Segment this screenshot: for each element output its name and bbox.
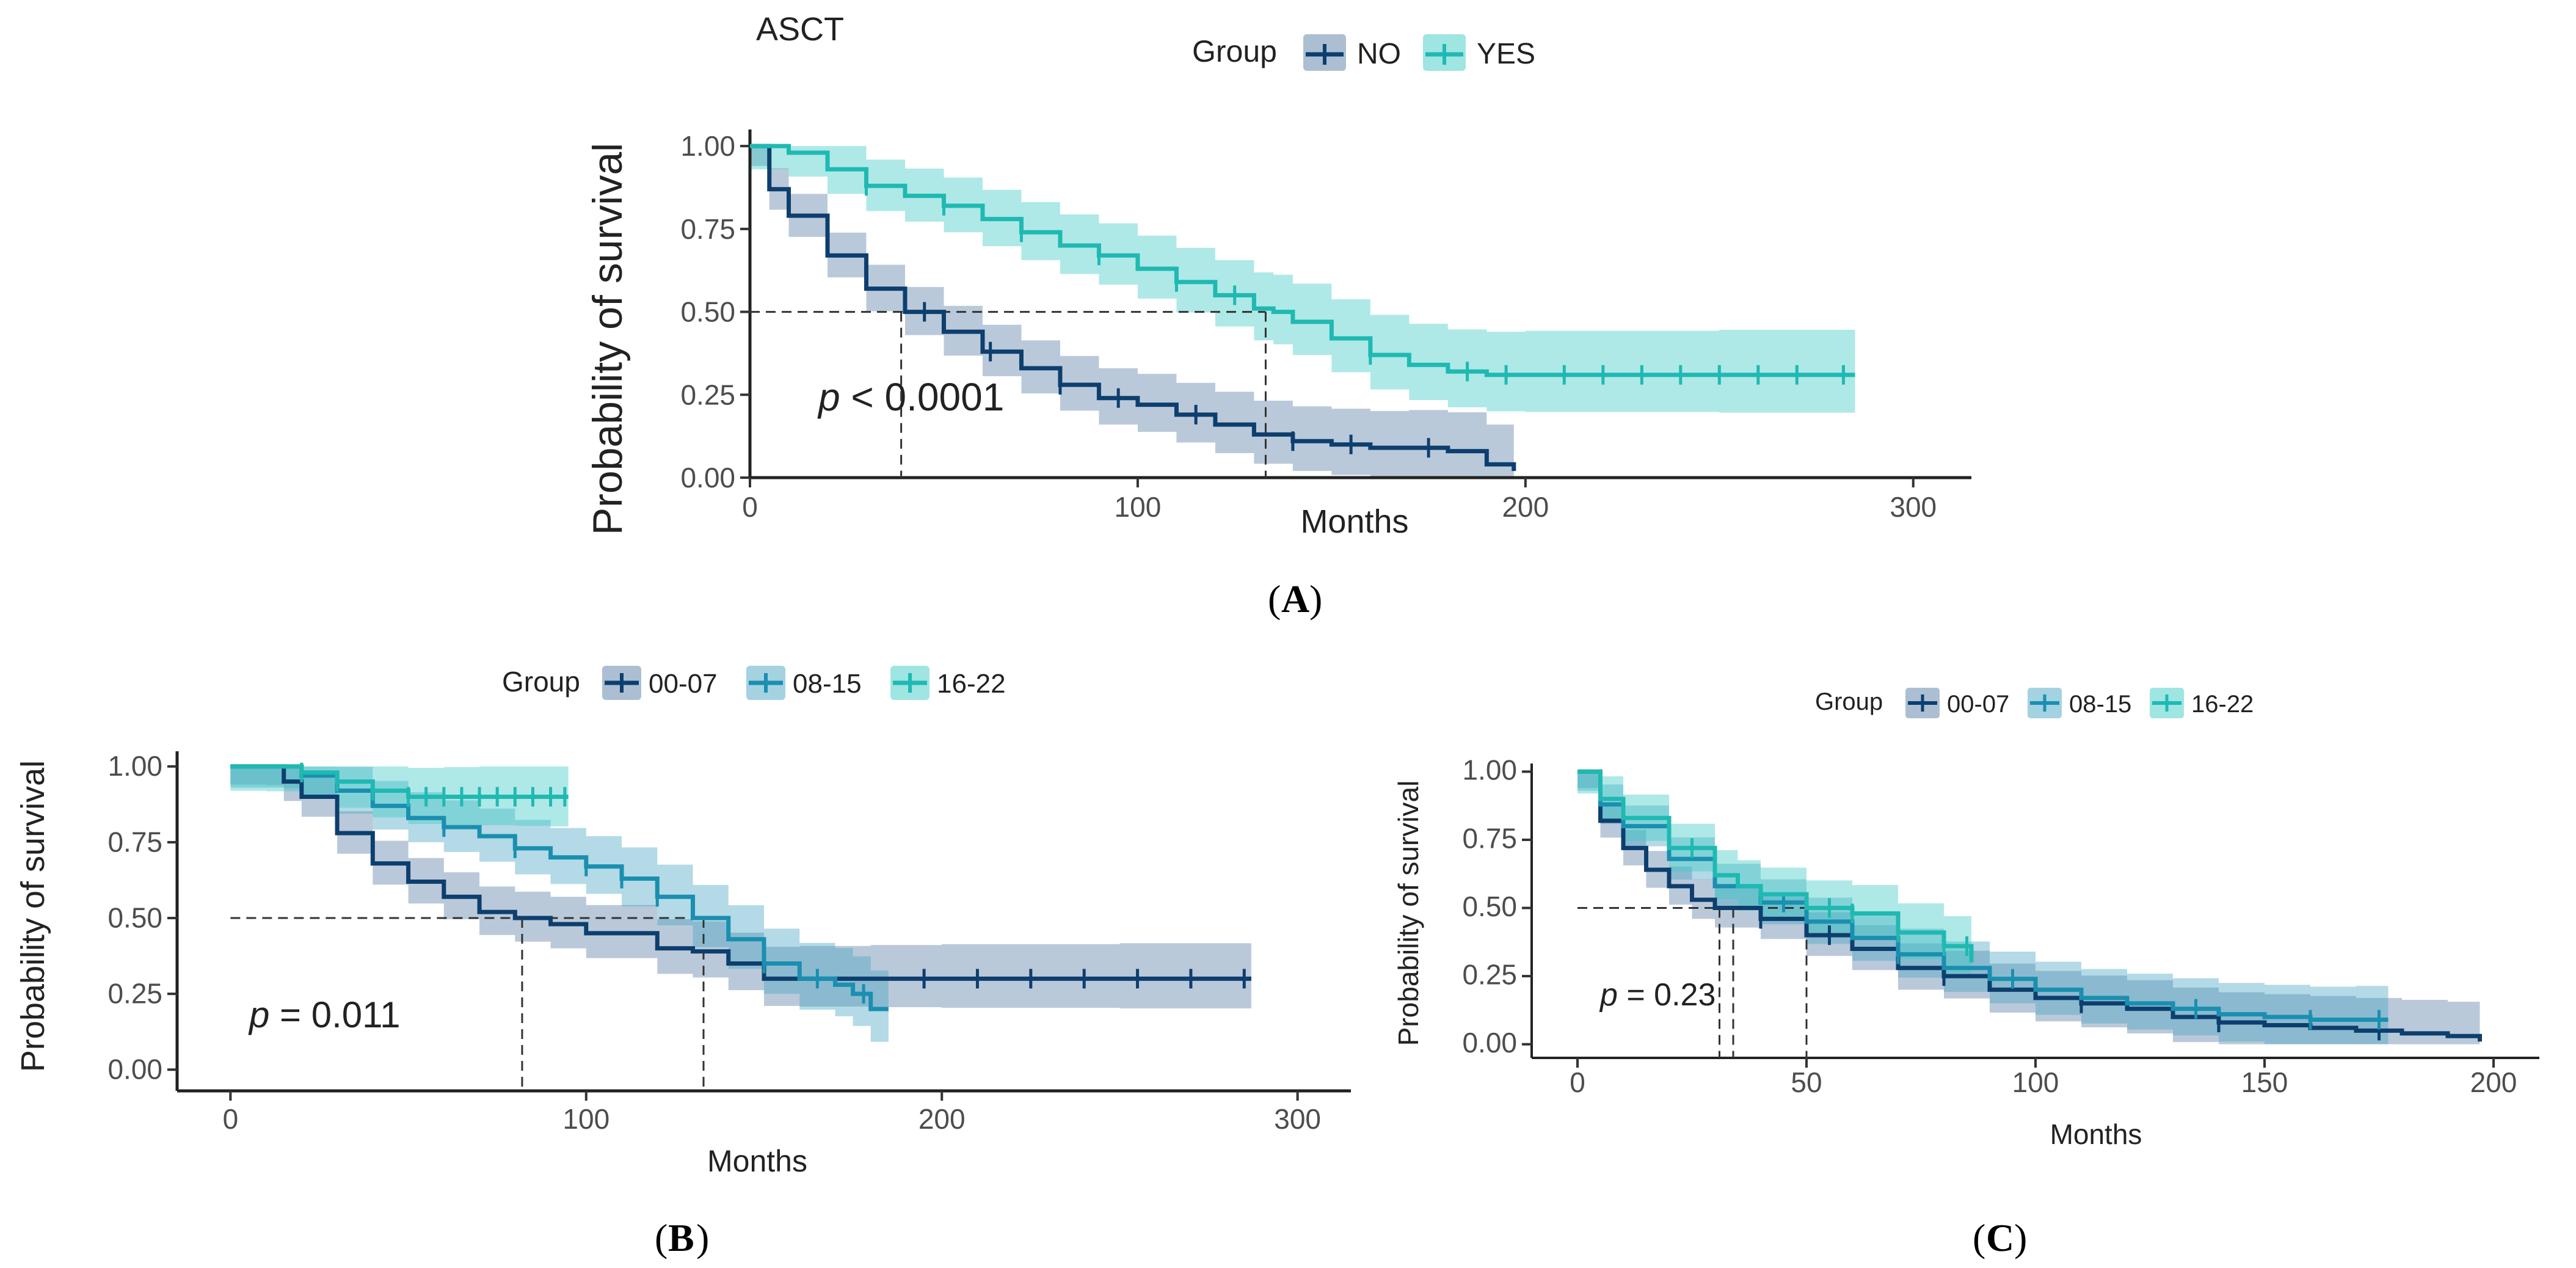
panel-a-y-tick-label: 1.00 (680, 130, 735, 162)
panel-c-pvalue: p = 0.23 (1599, 977, 1716, 1013)
panel-c-y-tick-label: 0.25 (1462, 958, 1517, 990)
panel-a-x-tick-label: 100 (1115, 491, 1162, 523)
panel-b-legend-label-08-15: 08-15 (793, 669, 862, 699)
panel-label-b: ( B ) (655, 1216, 709, 1259)
panel-a-legend-key-no (1303, 34, 1346, 71)
panel-c-y-tick-label: 0.50 (1462, 891, 1517, 922)
panel-b-legend-label-00-07: 00-07 (649, 669, 718, 699)
svg-text:(: ( (1973, 1216, 1985, 1259)
panel-c-legend-label-16-22: 16-22 (2191, 691, 2254, 718)
panel-a-legend-label-yes: YES (1477, 38, 1535, 70)
panel-a-band-NO (750, 146, 1514, 478)
panel-c-x-tick-label: 150 (2241, 1066, 2288, 1098)
panel-b-pvalue: p = 0.011 (248, 994, 400, 1035)
panel-label-c-letter: C (1986, 1216, 2014, 1259)
panel-c-legend-key-16-22 (2150, 688, 2184, 718)
panel-c-x-label: Months (2050, 1118, 2142, 1150)
panel-c-y-tick-label: 0.75 (1462, 822, 1517, 854)
panel-a-x-tick-label: 0 (742, 491, 758, 523)
panel-c-y-tick-label: 0.00 (1462, 1027, 1517, 1058)
panel-label-a-letter: A (1281, 577, 1309, 621)
panel-b-y-tick-label: 0.25 (107, 978, 162, 1010)
panel-b-legend-key-08-15 (746, 666, 785, 700)
panel-b-band-00-07 (230, 766, 1251, 1009)
svg-text:): ) (696, 1216, 709, 1259)
panel-c-x-tick-label: 200 (2470, 1066, 2517, 1098)
panel-c-x-tick-label: 50 (1791, 1066, 1822, 1098)
panel-a-legend-label-no: NO (1357, 38, 1401, 70)
panel-a-plot-area: 0 100 200 300 0.00 0.25 0.50 0.75 1.00 (680, 129, 1971, 523)
panel-c-y-label: Probability of survival (1392, 781, 1424, 1046)
panel-c-band-16-22 (1577, 771, 1971, 991)
panel-c-plot-area: 0 50 100 150 200 0.00 0.25 0.50 0.75 1.00 (1462, 754, 2539, 1098)
panel-b-legend-key-00-07 (602, 666, 641, 700)
panel-b-y-tick-label: 1.00 (107, 750, 162, 782)
panel-a-x-tick-label: 200 (1502, 491, 1549, 523)
panel-b-x-tick-label: 100 (562, 1103, 609, 1135)
panel-label-a: ( A ) (1268, 577, 1322, 621)
panel-a-legend-key-yes (1423, 34, 1466, 71)
panel-a-y-tick-label: 0.50 (680, 296, 735, 328)
panel-a-y-label: Probability of survival (584, 143, 631, 535)
panel-label-b-letter: B (668, 1216, 694, 1259)
panel-label-c: ( C ) (1973, 1216, 2027, 1259)
panel-c-x-tick-label: 100 (2012, 1066, 2059, 1098)
panel-c-legend-key-00-07 (1905, 688, 1940, 718)
panel-a-title: ASCT (756, 11, 844, 48)
panel-b-x-tick-label: 0 (223, 1103, 239, 1135)
svg-text:(: ( (1268, 577, 1281, 621)
panel-c-chart: Group 00-07 08-15 16-22 Probability of s… (1392, 688, 2539, 1150)
panel-c-x-tick-label: 0 (1570, 1066, 1585, 1098)
svg-text:): ) (1309, 577, 1322, 621)
svg-text:): ) (2014, 1216, 2027, 1259)
panel-c-legend-title: Group (1815, 688, 1883, 715)
panel-a-x-tick-label: 300 (1890, 491, 1937, 523)
panel-a-y-tick-label: 0.00 (680, 462, 735, 494)
panel-a-band-YES (750, 146, 1855, 414)
panel-c-curve-08-15 (1577, 769, 2389, 1022)
panel-b-legend-label-16-22: 16-22 (937, 669, 1006, 699)
panel-a-y-tick-label: 0.25 (680, 379, 735, 410)
panel-b-chart: Group 00-07 08-15 16-22 Probability of s… (15, 666, 1351, 1178)
panel-a-x-label: Months (1300, 503, 1408, 540)
panel-b-y-label: Probability of survival (15, 760, 51, 1072)
panel-b-band-16-22 (230, 766, 569, 828)
panel-a-y-tick-label: 0.75 (680, 213, 735, 245)
panel-a-chart: ASCT Group NO YES Probability of surviva… (584, 11, 1971, 540)
panel-c-legend-label-08-15: 08-15 (2069, 691, 2131, 718)
panel-b-x-tick-label: 300 (1274, 1103, 1321, 1135)
panel-b-plot-area: 0 100 200 300 0.00 0.25 0.50 0.75 1.00 (107, 750, 1351, 1135)
panel-c-y-tick-label: 1.00 (1462, 754, 1517, 786)
panel-b-y-tick-label: 0.75 (107, 826, 162, 858)
panel-c-legend-key-08-15 (2028, 688, 2062, 718)
panel-b-x-tick-label: 200 (919, 1103, 966, 1135)
svg-text:(: ( (655, 1216, 668, 1259)
panel-b-y-tick-label: 0.50 (107, 902, 162, 933)
panel-b-x-label: Months (707, 1144, 807, 1178)
panel-b-y-tick-label: 0.00 (107, 1054, 162, 1085)
panel-b-legend-title: Group (502, 666, 580, 698)
panel-a-pvalue: p < 0.0001 (817, 375, 1004, 419)
panel-b-legend-key-16-22 (890, 666, 930, 700)
panel-a-legend-title: Group (1192, 34, 1277, 68)
panel-c-legend-label-00-07: 00-07 (1947, 691, 2009, 718)
